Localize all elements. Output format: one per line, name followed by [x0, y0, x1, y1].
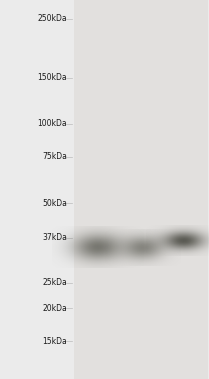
Text: 100kDa: 100kDa — [37, 119, 67, 128]
Text: 25kDa: 25kDa — [42, 278, 67, 287]
Text: 37kDa: 37kDa — [42, 233, 67, 243]
Bar — [118, 0, 166, 379]
Text: 250kDa: 250kDa — [37, 14, 67, 23]
Text: 20kDa: 20kDa — [42, 304, 67, 313]
Text: 150kDa: 150kDa — [37, 73, 67, 82]
Bar — [74, 0, 122, 379]
Bar — [160, 0, 208, 379]
Text: 75kDa: 75kDa — [42, 152, 67, 161]
Text: 50kDa: 50kDa — [42, 199, 67, 208]
Text: 15kDa: 15kDa — [42, 337, 67, 346]
